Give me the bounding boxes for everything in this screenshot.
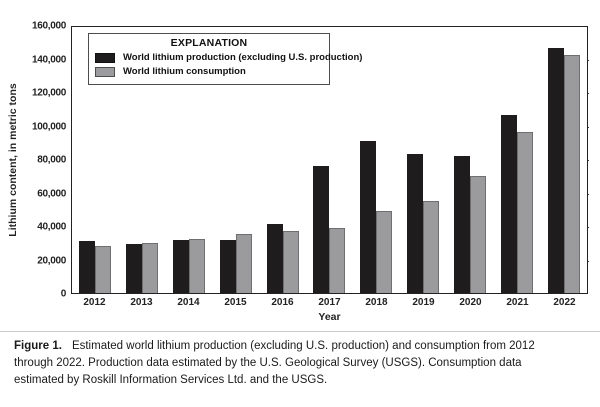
legend-item-production: World lithium production (excluding U.S.… (95, 52, 362, 63)
production-bar-2018 (360, 141, 377, 293)
y-tick-label: 80,000 (37, 154, 66, 166)
consumption-bar-2018 (376, 211, 393, 293)
consumption-bar-2016 (282, 231, 299, 293)
consumption-bar-2022 (563, 55, 580, 293)
legend-item-consumption: World lithium consumption (95, 66, 323, 77)
x-tick-label-2015: 2015 (224, 297, 247, 308)
consumption-bar-2013 (142, 243, 159, 293)
x-tick-label-2017: 2017 (318, 297, 341, 308)
x-tick-label-2021: 2021 (506, 297, 529, 308)
x-axis-tick-labels: 2012 2013 2014 2015 2016 2017 2018 2019 2020 2021… (71, 297, 588, 308)
bar-group-2013 (119, 243, 166, 293)
y-tick-label: 40,000 (37, 221, 66, 233)
bar-groups (72, 27, 587, 293)
bar-group-2014 (166, 239, 213, 293)
bar-group-2018 (353, 141, 400, 293)
y-tick-label: 160,000 (31, 20, 66, 32)
y-tick-label: 60,000 (37, 188, 66, 199)
caption-text-1: Estimated world lithium production (excl… (71, 340, 535, 352)
production-swatch-icon (95, 52, 115, 63)
bar-group-2016 (259, 224, 306, 293)
bar-group-2022 (540, 48, 587, 293)
figure-caption: Figure 1. Estimated world lithium product… (0, 331, 600, 389)
production-bar-2019 (407, 154, 424, 293)
caption-line-1: Figure 1. Estimated world lithium product… (14, 338, 570, 355)
bar-group-2019 (400, 154, 447, 293)
legend-label-consumption: World lithium consumption (123, 66, 246, 77)
x-tick-label-2019: 2019 (412, 297, 435, 308)
bar-chart: Lithium content, in metric tons 160,000 1… (7, 20, 589, 323)
x-tick-label-2014: 2014 (177, 297, 200, 308)
legend-label-production: World lithium production (excluding U.S.… (123, 52, 363, 63)
production-bar-2016 (266, 224, 283, 293)
production-bar-2017 (313, 166, 330, 293)
x-tick-label-2022: 2022 (553, 297, 576, 308)
legend: EXPLANATION World lithium production (ex… (88, 33, 362, 85)
consumption-bar-2017 (329, 228, 346, 293)
bar-group-2021 (493, 115, 540, 293)
consumption-bar-2021 (516, 132, 533, 293)
bar-group-2017 (306, 166, 353, 293)
consumption-bar-2019 (423, 201, 440, 293)
y-tick-label: 20,000 (37, 255, 66, 266)
legend-title: EXPLANATION (170, 37, 248, 49)
bar-group-2015 (212, 234, 259, 293)
consumption-swatch-icon (95, 66, 115, 77)
caption-line-3: estimated by Roskill Information Service… (14, 374, 328, 386)
production-bar-2021 (500, 115, 517, 293)
production-bar-2022 (547, 48, 564, 293)
plot-area: EXPLANATION World lithium production (ex… (71, 26, 588, 294)
y-tick-label: 120,000 (31, 87, 66, 99)
production-bar-2012 (79, 241, 96, 293)
x-tick-label-2020: 2020 (459, 297, 482, 308)
x-tick-label-2018: 2018 (365, 297, 388, 308)
bar-group-2012 (72, 241, 119, 293)
x-tick-label-2013: 2013 (130, 297, 153, 308)
production-bar-2013 (126, 244, 143, 293)
production-bar-2020 (453, 156, 470, 293)
consumption-bar-2014 (189, 239, 206, 293)
consumption-bar-2015 (235, 234, 252, 293)
bar-group-2020 (447, 156, 494, 293)
y-tick-label: 0 (60, 288, 67, 300)
y-tick-label: 100,000 (31, 121, 66, 132)
consumption-bar-2020 (469, 176, 486, 293)
caption-line-2: through 2022. Production data estimated … (14, 357, 522, 369)
consumption-bar-2012 (95, 246, 112, 293)
figure-label: Figure 1. (14, 340, 62, 352)
production-bar-2015 (219, 240, 236, 293)
x-tick-label-2016: 2016 (271, 297, 294, 308)
production-bar-2014 (173, 240, 190, 293)
y-tick-label: 140,000 (31, 54, 66, 65)
x-tick-label-2012: 2012 (83, 297, 106, 308)
x-axis-title: Year (318, 311, 341, 323)
